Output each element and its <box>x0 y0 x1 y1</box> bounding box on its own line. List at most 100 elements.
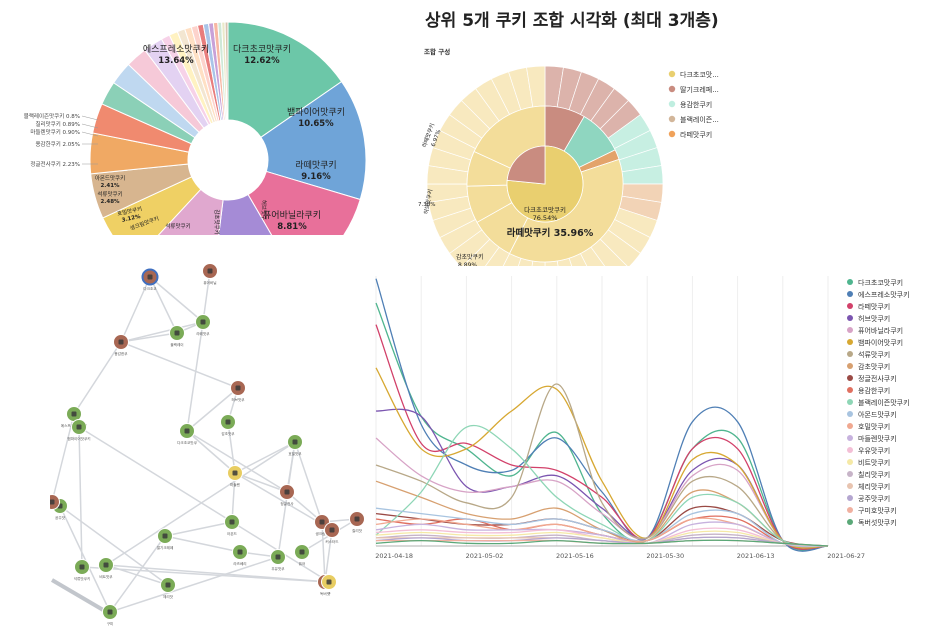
donut-outside-label: 블랙레이즌맛쿠키 0.8% <box>24 112 80 120</box>
network-edge <box>164 535 241 553</box>
node-icon <box>284 489 290 495</box>
network-node-label: 구미 <box>107 621 114 626</box>
network-edge-heavy <box>50 578 112 616</box>
node-icon <box>299 549 305 555</box>
network-node-label: 호밀맛쿠 <box>288 451 302 456</box>
legend-swatch <box>668 70 676 78</box>
network-node-label: 라즈베리 <box>233 561 246 566</box>
legend-label: 허브맛쿠키 <box>858 314 890 323</box>
legend-swatch <box>668 85 676 93</box>
legend-swatch <box>847 339 853 345</box>
legend-label: 정글전사쿠키 <box>858 374 897 383</box>
network-node-label: 생크림맛 <box>315 531 329 536</box>
network-edge <box>120 332 178 343</box>
donut-label-pct: 2.48% <box>100 199 120 205</box>
donut-label-name: 석류맛쿠키 <box>165 222 190 230</box>
series-line <box>375 536 829 547</box>
donut-outside-label: 칠리맛쿠키 0.89% <box>35 120 80 128</box>
legend-swatch <box>847 399 853 405</box>
legend-label: 에스프레소맛쿠키 <box>858 290 910 299</box>
series-line <box>375 424 829 547</box>
sunburst-mid-label: 감초맛쿠키 <box>456 253 484 261</box>
network-node-label: 다크초코맛쿠 <box>177 440 198 445</box>
node-icon <box>118 339 124 345</box>
network-edge <box>149 276 204 323</box>
legend-swatch <box>847 387 853 393</box>
network-node-label: 정글전사 <box>280 501 294 506</box>
network-node-label: 블랙레이 <box>170 342 183 347</box>
network-node-label: 비트맛쿠 <box>99 574 113 579</box>
network-node-label: 커스터드 <box>325 539 339 544</box>
node-icon <box>50 499 55 505</box>
legend-label: 다크초코맛쿠키 <box>858 278 903 287</box>
node-icon <box>162 533 168 539</box>
legend-swatch <box>847 351 853 357</box>
series-line <box>375 539 829 547</box>
network-edge <box>149 276 178 334</box>
network-node-label: 딸기크레페 <box>157 545 174 550</box>
main-title: 상위 5개 쿠키 조합 시각화 (최대 3개층) <box>425 11 719 31</box>
node-icon <box>76 424 82 430</box>
node-icon <box>174 330 180 336</box>
donut-outside-label: 용감한쿠키 2.05% <box>35 140 80 148</box>
legend-label: 블랙레이즌맛쿠키 <box>858 398 910 407</box>
network-edge <box>164 521 233 537</box>
network-node-label: 라떼맛쿠 <box>196 331 210 336</box>
network-edge <box>186 321 204 432</box>
sunburst-inner-segment <box>506 145 546 185</box>
node-icon <box>207 268 213 274</box>
network-node-label: 다크초코 <box>143 286 157 291</box>
series-line <box>375 324 829 550</box>
leader-line <box>81 131 99 137</box>
donut-label-pct: 12.62% <box>244 56 280 66</box>
legend-swatch <box>668 115 676 123</box>
legend-swatch <box>847 291 853 297</box>
donut-label-name: 아몬드맛쿠키 <box>95 174 125 182</box>
network-node-label: 용감한쿠 <box>114 351 128 356</box>
legend-label: 칠리맛쿠키 <box>858 470 890 479</box>
legend-label: 다크초코맛... <box>680 70 719 79</box>
node-icon <box>71 411 77 417</box>
sunburst-inner-label: 다크초코맛쿠키 <box>524 205 566 214</box>
donut-label-name: 퓨어바닐라쿠키 <box>263 210 321 221</box>
legend-swatch <box>668 130 676 138</box>
legend-label: 퓨어바닐라쿠키 <box>858 326 903 335</box>
node-icon <box>275 554 281 560</box>
donut-label-name: 라떼맛쿠키 <box>295 160 336 171</box>
node-icon <box>235 385 241 391</box>
series-line <box>375 383 829 548</box>
network-edge <box>51 413 75 503</box>
legend-label: 아몬드맛쿠키 <box>858 410 897 419</box>
network-graph: 다크초코퓨어바닐블랙레이라떼맛쿠용감한쿠허브맛쿠에스프레소맛쿠키뱀파이어맛쿠키석… <box>50 263 365 626</box>
legend-label: 용감한쿠키 <box>858 386 890 395</box>
network-edge <box>59 505 111 613</box>
network-node-label: 마들렌 <box>230 482 241 487</box>
donut-label-name: 에스프레소맛쿠키 <box>143 44 209 55</box>
network-node-label: 퓨어바닐 <box>203 280 216 285</box>
legend-label: 독버섯맛쿠키 <box>858 518 897 527</box>
node-icon <box>354 516 360 522</box>
legend-label: 뱀파이어맛쿠키 <box>858 338 903 347</box>
donut-label-name: 감초맛쿠키 <box>213 209 221 234</box>
legend-label: 용감한쿠키 <box>680 100 712 109</box>
x-tick-label: 2021-04-18 <box>375 552 413 560</box>
node-icon <box>225 419 231 425</box>
legend-label: 구미호맛쿠키 <box>858 506 897 515</box>
network-edge <box>186 387 239 432</box>
legend-label: 우유맛쿠키 <box>858 446 890 455</box>
line-chart: 2021-04-18 2021-05-02 2021-05-16 2021-05-30… <box>375 276 910 560</box>
leader-line <box>81 123 99 129</box>
network-edge <box>202 270 211 323</box>
donut-label-pct: 2.41% <box>100 183 120 189</box>
network-edge <box>120 341 239 389</box>
legend-label: 감초맛쿠키 <box>858 362 890 371</box>
donut-label-pct: 9.16% <box>301 172 331 182</box>
donut-label-name: 허브맛쿠 <box>260 200 268 220</box>
network-node-label: 아몬드 <box>227 531 238 536</box>
sunburst-mid-label: 7.38% <box>418 202 435 208</box>
